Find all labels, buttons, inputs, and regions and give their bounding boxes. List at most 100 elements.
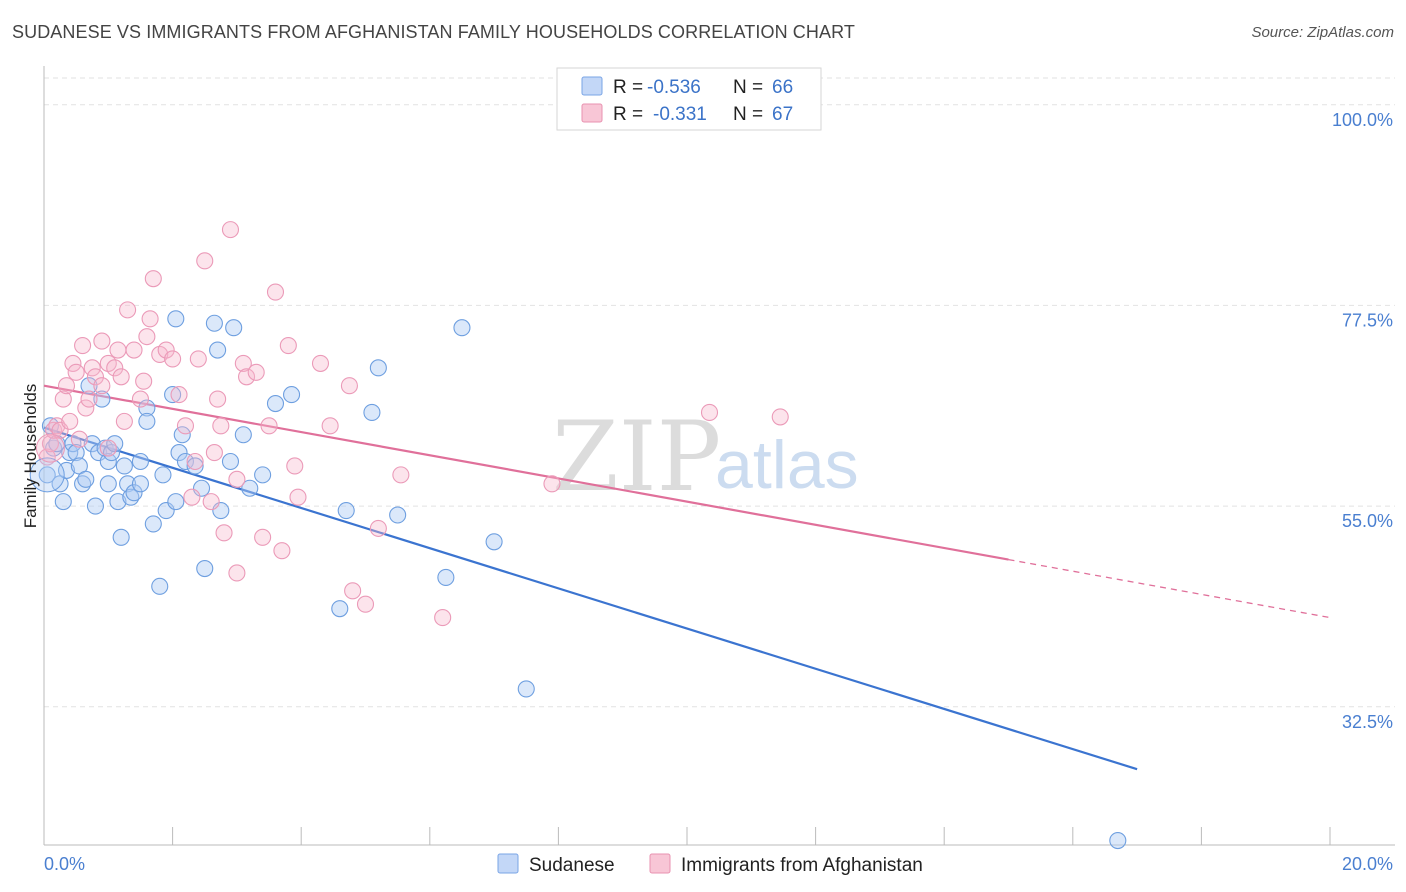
bottom-legend-swatch-sudanese [497, 853, 519, 874]
point-afghanistan-large [35, 433, 65, 463]
point-sudanese-65 [1109, 831, 1127, 850]
legend-swatch-sudanese [581, 76, 603, 96]
point-afghanistan-58 [311, 354, 330, 372]
point-afghanistan-45 [221, 221, 240, 239]
y-tick-labels: 32.5% 55.0% 77.5% 100.0% [1332, 110, 1393, 732]
point-afghanistan-33 [164, 350, 182, 368]
legend-r-label-1: R = [613, 77, 643, 98]
point-afghanistan-52 [260, 417, 278, 435]
point-afghanistan-51 [254, 528, 272, 546]
point-sudanese-43 [186, 457, 204, 475]
point-sudanese-12 [77, 470, 95, 488]
point-afghanistan-44 [215, 524, 233, 542]
point-sudanese-0 [38, 466, 56, 484]
trend-line-sudanese [43, 426, 1138, 771]
point-sudanese-24 [112, 528, 130, 546]
point-afghanistan-50 [247, 363, 265, 381]
point-sudanese-51 [234, 426, 252, 444]
point-afghanistan-1 [41, 435, 59, 453]
watermark-zip: ZIP [552, 401, 721, 513]
point-afghanistan-43 [212, 417, 230, 435]
axes [43, 66, 1395, 846]
point-afghanistan-5 [54, 390, 72, 408]
point-afghanistan-38 [189, 350, 207, 368]
point-sudanese-49 [221, 452, 240, 471]
x-tick-label-1: 20.0% [1342, 854, 1393, 874]
chart-title: SUDANESE VS IMMIGRANTS FROM AFGHANISTAN … [12, 22, 855, 42]
point-afghanistan-55 [279, 337, 297, 355]
point-afghanistan-61 [344, 582, 362, 600]
legend-swatch-afghanistan [581, 103, 603, 123]
point-sudanese-41 [173, 426, 191, 444]
point-afghanistan-21 [109, 341, 127, 359]
point-afghanistan-16 [93, 377, 111, 395]
y-tick-label-1: 55.0% [1342, 511, 1393, 531]
point-sudanese-14 [83, 435, 101, 453]
grid [44, 77, 1395, 708]
watermark: ZIP atlas [552, 401, 859, 513]
legend-r-value-1: -0.536 [647, 77, 701, 98]
point-afghanistan-63 [369, 519, 387, 537]
point-afghanistan-7 [61, 412, 79, 430]
point-afghanistan-9 [67, 363, 85, 381]
point-sudanese-13 [80, 377, 98, 395]
point-sudanese-23 [109, 493, 127, 511]
point-sudanese-28 [125, 484, 143, 502]
point-sudanese-26 [119, 475, 137, 493]
point-afghanistan-54 [273, 542, 291, 560]
point-afghanistan-57 [289, 488, 307, 506]
point-sudanese-34 [151, 577, 169, 595]
point-sudanese-53 [254, 466, 272, 484]
point-sudanese-60 [389, 506, 407, 524]
point-afghanistan-42 [209, 390, 227, 408]
legend-n-value-1: 66 [772, 77, 793, 98]
point-afghanistan-11 [74, 337, 92, 355]
legend-n-label-2: N = [733, 104, 763, 125]
point-afghanistan-67 [700, 403, 719, 421]
legend-r-label-2: R = [613, 104, 643, 125]
point-sudanese-33 [144, 515, 162, 533]
trend-line-afghanistan [43, 384, 1009, 561]
y-tick-label-0: 32.5% [1342, 712, 1393, 732]
point-sudanese-29 [131, 452, 149, 471]
point-afghanistan-32 [157, 341, 175, 359]
point-afghanistan-26 [131, 390, 149, 408]
watermark-atlas: atlas [715, 427, 859, 503]
bottom-legend-swatch-afghanistan [649, 853, 671, 874]
point-afghanistan-39 [196, 252, 214, 270]
point-afghanistan-14 [83, 359, 101, 377]
point-afghanistan-37 [186, 452, 204, 471]
point-afghanistan-30 [144, 270, 162, 288]
point-afghanistan-27 [135, 372, 153, 390]
point-afghanistan-34 [170, 386, 188, 404]
point-afghanistan-29 [141, 310, 159, 328]
point-afghanistan-36 [183, 488, 201, 506]
point-sudanese-59 [369, 359, 387, 377]
point-afghanistan-64 [392, 466, 410, 484]
point-afghanistan-17 [93, 332, 111, 350]
point-afghanistan-59 [321, 417, 339, 435]
point-sudanese-large [29, 457, 65, 493]
point-sudanese-57 [337, 502, 355, 520]
point-afghanistan-15 [86, 368, 104, 386]
trend-line-afghanistan-dashed [1008, 558, 1331, 619]
point-afghanistan-12 [77, 399, 95, 417]
y-tick-label-3: 100.0% [1332, 110, 1393, 130]
point-sudanese-63 [485, 533, 503, 551]
point-afghanistan-23 [115, 412, 133, 430]
point-sudanese-32 [138, 412, 156, 430]
point-sudanese-30 [131, 475, 149, 493]
point-sudanese-52 [241, 479, 259, 497]
point-afghanistan-62 [356, 595, 375, 613]
point-afghanistan-6 [57, 377, 76, 395]
point-afghanistan-65 [434, 609, 452, 627]
point-sudanese-35 [154, 466, 172, 484]
point-sudanese-61 [437, 568, 455, 586]
point-sudanese-19 [99, 452, 117, 471]
point-afghanistan-60 [340, 377, 358, 395]
point-afghanistan-47 [228, 564, 246, 582]
x-tick-label-0: 0.0% [44, 854, 85, 874]
legend-n-label-1: N = [733, 77, 763, 98]
point-sudanese-54 [266, 394, 285, 413]
